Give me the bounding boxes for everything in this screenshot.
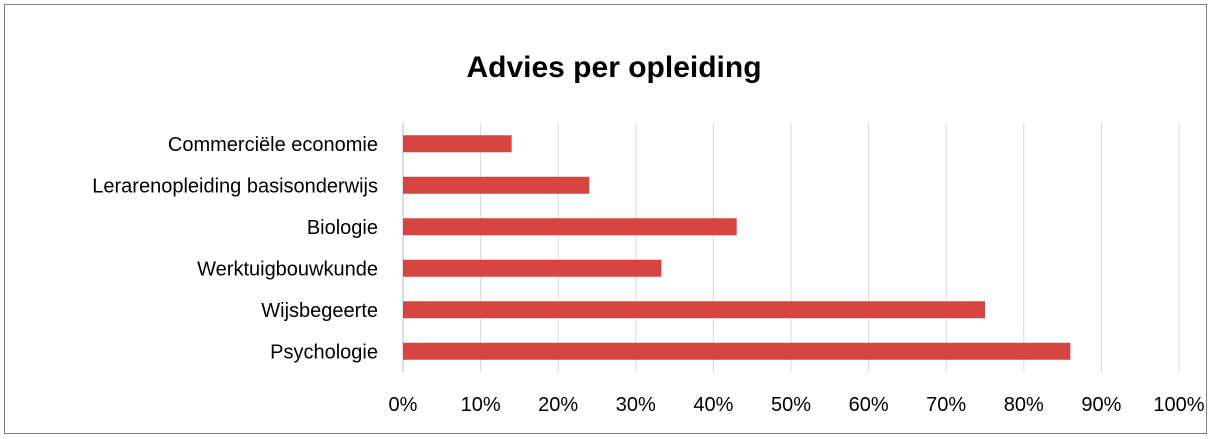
category-label: Biologie xyxy=(307,217,378,239)
category-label: Psychologie xyxy=(270,341,378,363)
category-label: Commerciële economie xyxy=(168,134,378,156)
grid-layer xyxy=(402,123,1180,372)
x-tick-label: 90% xyxy=(1081,394,1121,416)
bar xyxy=(403,218,737,236)
x-tick-label: 10% xyxy=(461,394,501,416)
x-tick-label: 20% xyxy=(538,394,578,416)
category-label: Lerarenopleiding basisonderwijs xyxy=(92,175,378,197)
bar xyxy=(403,342,1071,360)
category-label: Werktuigbouwkunde xyxy=(197,258,378,280)
category-labels: Commerciële economie Lerarenopleiding bas… xyxy=(92,134,378,364)
x-tick-label: 80% xyxy=(1004,394,1044,416)
category-label: Wijsbegeerte xyxy=(261,300,378,322)
bar-chart: Advies per opleiding Commerciële economi… xyxy=(92,51,1205,416)
x-tick-label: 100% xyxy=(1153,394,1204,416)
x-tick-labels: 0% 10% 20% 30% 40% 50% 60% 70% 80% 90% 100% xyxy=(389,394,1205,416)
chart-frame: Advies per opleiding Commerciële economi… xyxy=(4,4,1207,434)
chart-title: Advies per opleiding xyxy=(466,51,761,84)
bar xyxy=(403,259,662,277)
bar-layer xyxy=(403,135,1071,360)
x-tick-label: 30% xyxy=(616,394,656,416)
x-tick-label: 0% xyxy=(389,394,418,416)
x-tick-label: 60% xyxy=(849,394,889,416)
bar xyxy=(403,301,985,319)
x-tick-label: 70% xyxy=(926,394,966,416)
x-tick-label: 50% xyxy=(771,394,811,416)
x-tick-label: 40% xyxy=(693,394,733,416)
bar xyxy=(403,176,590,194)
bar xyxy=(403,135,512,153)
